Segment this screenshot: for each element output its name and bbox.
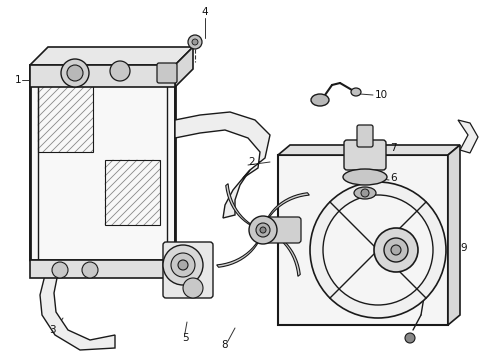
Ellipse shape xyxy=(311,94,329,106)
Circle shape xyxy=(260,227,266,233)
Polygon shape xyxy=(226,184,252,226)
Polygon shape xyxy=(175,112,270,178)
Polygon shape xyxy=(217,241,259,267)
FancyBboxPatch shape xyxy=(260,217,301,243)
Circle shape xyxy=(67,65,83,81)
Text: 4: 4 xyxy=(202,7,208,17)
Circle shape xyxy=(188,35,202,49)
Circle shape xyxy=(323,195,433,305)
Polygon shape xyxy=(30,47,193,65)
Polygon shape xyxy=(278,145,460,155)
Polygon shape xyxy=(458,120,478,153)
Circle shape xyxy=(384,238,408,262)
Circle shape xyxy=(361,189,369,197)
Circle shape xyxy=(310,182,446,318)
Polygon shape xyxy=(40,273,115,350)
FancyBboxPatch shape xyxy=(157,63,177,83)
Text: 10: 10 xyxy=(375,90,388,100)
Circle shape xyxy=(183,278,203,298)
Circle shape xyxy=(256,223,270,237)
Text: 2: 2 xyxy=(248,157,255,167)
Circle shape xyxy=(249,216,277,244)
Polygon shape xyxy=(274,234,300,276)
Circle shape xyxy=(171,253,195,277)
Circle shape xyxy=(110,61,130,81)
Text: 1: 1 xyxy=(15,75,21,85)
Ellipse shape xyxy=(343,169,387,185)
Text: 3: 3 xyxy=(49,325,55,335)
Circle shape xyxy=(52,262,68,278)
Text: 8: 8 xyxy=(221,340,228,350)
Text: 6: 6 xyxy=(390,173,396,183)
Circle shape xyxy=(391,245,401,255)
Text: 9: 9 xyxy=(460,243,466,253)
Circle shape xyxy=(192,39,198,45)
Circle shape xyxy=(82,262,98,278)
Polygon shape xyxy=(223,170,250,218)
Ellipse shape xyxy=(351,88,361,96)
Circle shape xyxy=(178,260,188,270)
Circle shape xyxy=(163,245,203,285)
Circle shape xyxy=(61,59,89,87)
Polygon shape xyxy=(30,65,175,87)
Circle shape xyxy=(405,333,415,343)
FancyBboxPatch shape xyxy=(357,125,373,147)
FancyBboxPatch shape xyxy=(344,140,386,170)
Polygon shape xyxy=(30,65,175,260)
Text: 7: 7 xyxy=(390,143,396,153)
Polygon shape xyxy=(278,155,448,325)
Polygon shape xyxy=(30,260,175,278)
Polygon shape xyxy=(267,193,309,219)
Text: 5: 5 xyxy=(182,333,188,343)
FancyBboxPatch shape xyxy=(163,242,213,298)
Circle shape xyxy=(374,228,418,272)
Polygon shape xyxy=(175,47,193,87)
Polygon shape xyxy=(448,145,460,325)
Ellipse shape xyxy=(354,187,376,199)
